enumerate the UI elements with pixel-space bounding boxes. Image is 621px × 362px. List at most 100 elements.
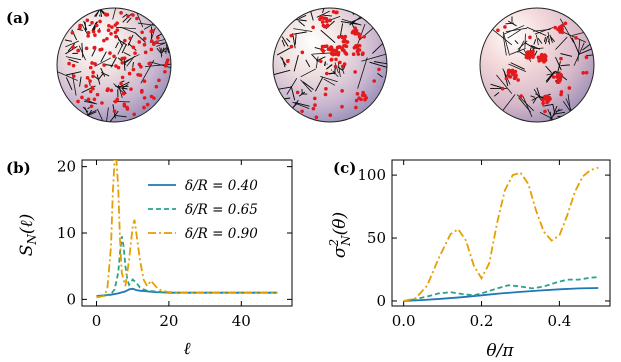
cell-edge — [98, 8, 103, 17]
cell-edge — [508, 63, 527, 72]
cell-edge — [298, 20, 305, 27]
x-axis-label-c: θ/π — [486, 341, 514, 361]
y-tick-label: 0 — [66, 290, 76, 308]
cell-edge — [293, 28, 313, 32]
point — [300, 50, 305, 55]
point — [154, 84, 159, 89]
point — [362, 34, 366, 39]
cell-edge — [546, 70, 556, 83]
point — [109, 31, 113, 36]
point — [149, 39, 154, 43]
point — [122, 103, 127, 108]
cell-edge — [293, 31, 307, 35]
cell-edge — [514, 40, 519, 44]
cell-edge — [549, 34, 553, 43]
point — [295, 90, 300, 95]
point — [328, 18, 332, 23]
point — [508, 74, 513, 79]
point — [163, 64, 168, 68]
point — [112, 109, 117, 113]
cell-edge — [115, 26, 136, 30]
cell-edge — [57, 71, 78, 81]
point — [541, 101, 545, 106]
point — [334, 57, 338, 62]
cell-edge — [524, 33, 526, 48]
cell-edge — [517, 40, 528, 50]
point — [353, 26, 358, 30]
point — [120, 61, 125, 65]
point — [105, 36, 109, 41]
cell-edge — [305, 59, 311, 68]
point — [528, 52, 532, 56]
point — [71, 45, 75, 50]
point — [341, 39, 346, 44]
point — [560, 30, 565, 35]
cell-edge — [65, 45, 78, 55]
panel-label-a: (a) — [6, 9, 30, 27]
point — [107, 24, 111, 28]
point — [548, 97, 552, 101]
panel-label-b: (b) — [6, 159, 31, 177]
point — [357, 96, 361, 101]
cell-edge — [315, 76, 324, 92]
point — [553, 25, 558, 30]
cell-edge — [300, 68, 316, 78]
cell-edge — [165, 44, 167, 54]
cell-edge — [539, 112, 553, 119]
cell-edge — [533, 39, 537, 45]
series-line-065 — [96, 236, 278, 298]
point — [90, 61, 94, 65]
point — [320, 20, 325, 24]
point — [354, 98, 359, 103]
cell-edge — [524, 42, 535, 49]
cell-edge — [494, 92, 500, 97]
cell-edge — [292, 101, 310, 110]
legend: δ/R = 0.40 δ/R = 0.65 δ/R = 0.90 — [148, 178, 258, 242]
point — [351, 52, 356, 56]
point — [100, 47, 104, 52]
point — [163, 69, 167, 74]
point — [106, 28, 111, 33]
point — [325, 19, 329, 24]
point — [314, 115, 319, 120]
point — [545, 99, 550, 103]
cell-edge — [78, 45, 86, 61]
cell-edge — [316, 10, 330, 18]
cell-edge — [582, 43, 592, 51]
cell-edge — [298, 91, 306, 97]
point — [97, 29, 101, 33]
series-lines — [96, 160, 278, 299]
point-cloud — [496, 21, 589, 114]
cell-edge — [135, 10, 144, 28]
point — [110, 25, 114, 29]
point — [337, 35, 341, 39]
point — [149, 29, 154, 34]
cell-edge — [119, 81, 130, 88]
point — [311, 106, 316, 111]
cell-edge — [507, 29, 521, 39]
point — [109, 88, 114, 93]
point — [500, 86, 505, 91]
series-line-090 — [403, 166, 599, 302]
point — [525, 54, 529, 59]
point — [152, 96, 156, 100]
point — [313, 96, 317, 101]
point — [127, 71, 132, 76]
cell-edge — [280, 56, 287, 66]
cell-edge — [112, 8, 118, 20]
point — [128, 36, 133, 41]
point — [337, 45, 342, 49]
point — [91, 29, 96, 34]
cell-edge — [298, 14, 307, 20]
cell-edge — [273, 69, 291, 76]
cell-edge — [87, 107, 90, 110]
cell-edge — [84, 109, 97, 117]
cell-edge — [281, 39, 286, 47]
cell-edge — [359, 27, 374, 41]
point — [513, 69, 518, 74]
point — [155, 40, 159, 45]
point — [531, 55, 535, 59]
point — [145, 102, 150, 107]
cell-edge — [500, 94, 516, 114]
point — [88, 79, 92, 83]
